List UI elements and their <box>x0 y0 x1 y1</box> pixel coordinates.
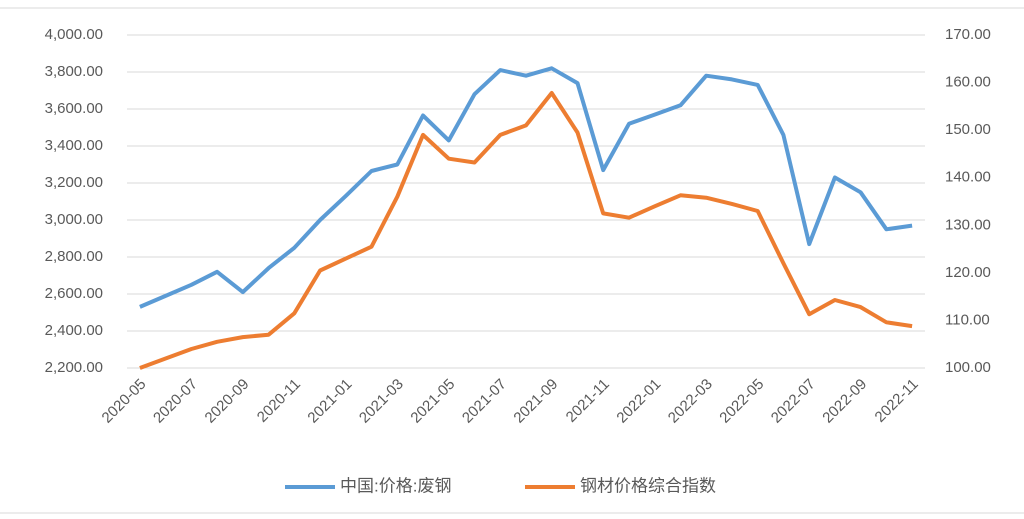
y2-tick-label: 120.00 <box>945 264 991 281</box>
y-tick-label: 2,600.00 <box>45 285 103 302</box>
x-tick-label: 2022-01 <box>613 376 664 427</box>
x-tick-label: 2021-05 <box>407 376 458 427</box>
x-tick-label: 2021-11 <box>563 376 613 426</box>
y2-tick-label: 100.00 <box>945 359 991 376</box>
x-tick-label: 2022-07 <box>768 376 819 427</box>
y2-tick-label: 140.00 <box>945 169 991 186</box>
y-tick-label: 4,000.00 <box>45 26 103 43</box>
x-tick-label: 2020-05 <box>99 376 150 427</box>
y-tick-label: 3,600.00 <box>45 100 103 117</box>
x-tick-label: 2021-07 <box>459 376 510 427</box>
x-tick-label: 2022-11 <box>872 376 922 426</box>
legend-label: 钢材价格综合指数 <box>580 476 716 495</box>
y-tick-label: 3,400.00 <box>45 137 103 154</box>
y-tick-label: 3,800.00 <box>45 63 103 80</box>
x-tick-label: 2020-07 <box>150 376 201 427</box>
x-tick-label: 2022-09 <box>819 376 870 427</box>
series-line <box>139 91 913 370</box>
y2-tick-label: 130.00 <box>945 216 991 233</box>
y2-tick-label: 150.00 <box>945 121 991 138</box>
y-tick-label: 3,200.00 <box>45 174 103 191</box>
x-tick-label: 2022-05 <box>716 376 767 427</box>
y-tick-label: 2,800.00 <box>45 248 103 265</box>
y2-tick-label: 110.00 <box>945 311 990 328</box>
y-tick-label: 2,400.00 <box>45 322 103 339</box>
x-tick-label: 2022-03 <box>665 376 716 427</box>
y-tick-label: 2,200.00 <box>45 359 103 376</box>
y2-tick-label: 170.00 <box>945 26 991 43</box>
y-tick-label: 3,000.00 <box>45 211 103 228</box>
x-tick-label: 2021-09 <box>510 376 561 427</box>
x-tick-label: 2021-03 <box>356 376 407 427</box>
series-line <box>139 66 913 309</box>
x-tick-label: 2021-01 <box>304 376 355 427</box>
legend-label: 中国:价格:废钢 <box>340 476 451 495</box>
x-tick-label: 2020-11 <box>254 376 304 426</box>
x-tick-label: 2020-09 <box>202 376 253 427</box>
y2-tick-label: 160.00 <box>945 74 991 91</box>
